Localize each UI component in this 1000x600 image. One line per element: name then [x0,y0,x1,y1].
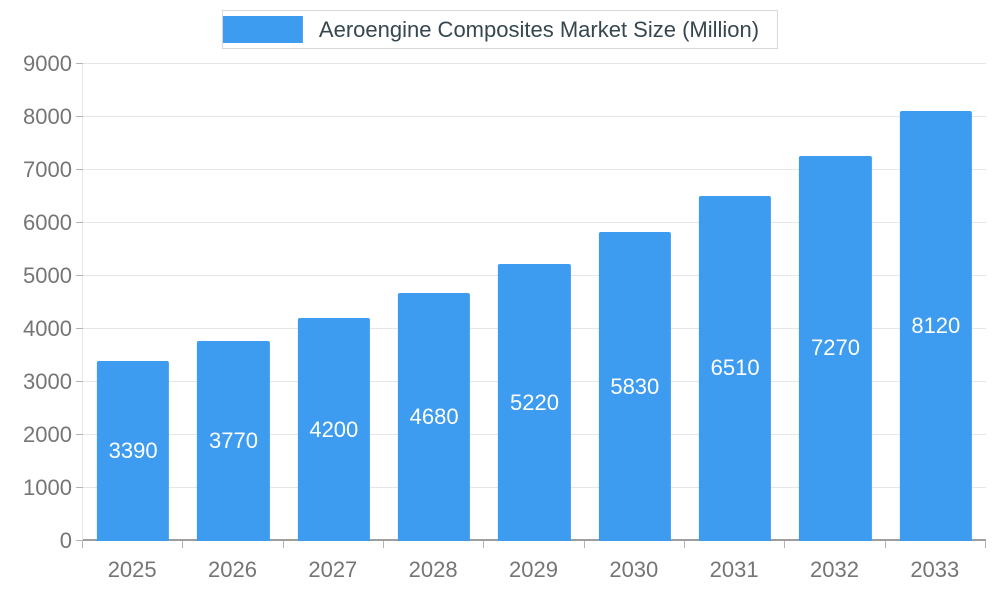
x-tick-label: 2031 [709,557,759,582]
y-tick-label: 0 [59,528,72,553]
bar-band: 4200 [284,64,384,541]
legend-swatch [222,16,303,43]
bar-band: 6510 [685,64,785,541]
bar-band: 4680 [384,64,484,541]
bar-value-label: 6510 [710,355,760,381]
bar-2033: 8120 [899,110,972,541]
x-tick-mark [382,541,384,548]
y-tick-label: 3000 [23,369,72,395]
bar-2030: 5830 [598,232,671,541]
gridline [83,169,986,170]
y-tick-label: 6000 [23,210,72,236]
bar-band: 3390 [83,64,183,541]
bar-2027: 4200 [297,318,370,541]
bar-value-label: 3390 [108,438,158,464]
bar-value-label: 5220 [510,389,559,415]
bar-2031: 6510 [699,195,772,541]
legend-label: Aeroengine Composites Market Size (Milli… [318,16,760,42]
bar-value-label: 3770 [209,428,258,454]
x-tick-mark [483,541,485,548]
y-tick-mark [76,434,83,435]
x-tick-label: 2026 [208,557,257,582]
x-tick-label: 2032 [809,557,859,582]
x-tick-label: 2030 [609,557,659,582]
x-tick-mark [683,541,685,548]
bar-value-label: 7270 [811,335,860,361]
bar-value-label: 4680 [409,403,459,429]
gridline [83,63,986,64]
y-tick-mark [76,381,83,383]
y-tick-label: 9000 [23,51,72,76]
y-tick-mark [76,116,83,117]
x-tick-mark [82,541,83,548]
x-tick-mark [282,541,284,548]
bar-value-label: 8120 [911,312,961,338]
bar-2026: 3770 [197,341,270,541]
gridline [83,222,986,224]
bar-2032: 7270 [799,155,872,541]
y-tick-label: 5000 [23,263,72,288]
bar-2029: 5220 [498,264,571,541]
x-tick-mark [784,541,786,548]
y-tick-mark [76,222,83,224]
y-tick-label: 1000 [23,475,72,500]
x-tick-label: 2027 [308,557,358,582]
y-tick-mark [76,275,83,276]
y-tick-mark [76,169,83,170]
x-tick-mark [182,541,184,548]
bar-2028: 4680 [398,292,471,541]
x-tick-label: 2029 [509,557,558,582]
bar-band: 5220 [484,64,584,541]
y-tick-label: 8000 [23,104,72,129]
y-tick-label: 7000 [23,157,72,182]
y-tick-label: 4000 [23,316,72,341]
bar-band: 8120 [886,64,986,541]
bar-band: 7270 [785,64,885,541]
plot-area: 3390 3770 4200 4680 5220 5830 6510 7270 8120 [76,63,986,541]
gridline [83,116,986,117]
x-axis: 2025 2026 2027 2028 2029 2030 2031 2032 2033 [82,541,985,591]
bar-band: 3770 [183,64,283,541]
x-tick-mark [884,541,886,548]
bar-value-label: 4200 [309,416,359,442]
y-tick-mark [76,540,83,541]
x-tick-label: 2025 [107,557,157,582]
x-axis-ticks [82,541,986,549]
y-tick-mark [76,328,83,329]
bar-band: 5830 [585,64,685,541]
x-tick-label: 2028 [408,557,458,582]
bar-value-label: 5830 [610,373,660,399]
y-axis: 0 1000 2000 3000 4000 5000 6000 7000 8000 9000 [0,53,72,552]
y-tick-label: 2000 [23,422,72,447]
chart-legend[interactable]: Aeroengine Composites Market Size (Milli… [221,10,779,49]
x-tick-mark [985,541,986,548]
x-tick-mark [583,541,585,548]
y-tick-mark [76,487,83,488]
x-tick-label: 2033 [910,557,960,582]
bar-2025: 3390 [97,361,170,541]
y-tick-mark [76,63,83,64]
bars: 3390 3770 4200 4680 5220 5830 6510 7270 8120 [83,64,986,541]
